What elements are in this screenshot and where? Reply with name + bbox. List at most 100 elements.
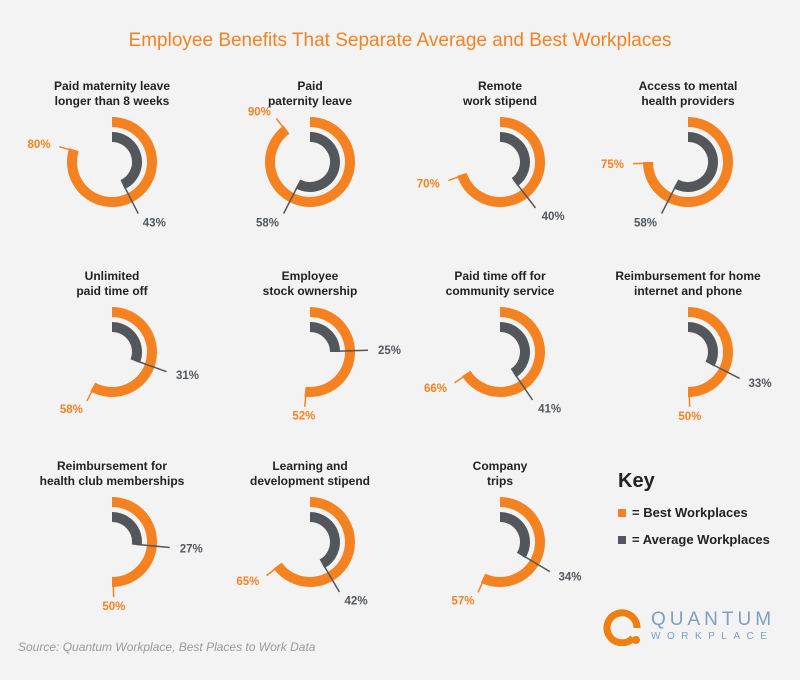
best-arc — [273, 497, 355, 587]
benefit-label: Company — [473, 459, 528, 473]
average-value-label: 25% — [378, 345, 401, 357]
gray-swatch — [618, 535, 626, 544]
average-value-label: 34% — [558, 572, 581, 584]
benefit-label: Reimbursement for home — [615, 269, 761, 283]
average-value-label: 40% — [542, 211, 565, 223]
best-value-label: 70% — [417, 179, 440, 191]
best-value-label: 80% — [28, 139, 51, 151]
average-arc — [111, 322, 142, 364]
average-arc — [673, 132, 718, 192]
average-leader-line — [660, 183, 678, 214]
benefit-label: internet and phone — [634, 284, 742, 298]
average-arc — [687, 322, 718, 367]
benefit-label: community service — [446, 284, 555, 298]
benefit-label: Paid time off for — [454, 269, 546, 283]
legend: Key = Best Workplaces = Average Workplac… — [618, 470, 770, 559]
best-value-label: 58% — [60, 404, 83, 416]
best-value-label: 75% — [601, 159, 624, 171]
average-value-label: 43% — [143, 218, 166, 230]
best-arc — [457, 117, 545, 207]
best-leader-line — [477, 578, 485, 593]
average-leader-line — [122, 183, 139, 215]
benefit-label: paternity leave — [268, 94, 352, 108]
benefit-label: health club memberships — [40, 474, 185, 488]
average-leader-line — [514, 181, 537, 209]
average-value-label: 31% — [176, 370, 199, 382]
best-value-label: 90% — [248, 106, 271, 118]
average-arc — [309, 322, 340, 353]
best-value-label: 65% — [236, 576, 259, 588]
average-arc — [499, 512, 530, 559]
best-arc — [687, 307, 733, 397]
average-value-label: 58% — [634, 218, 657, 230]
average-arc — [295, 132, 340, 192]
benefit-label: Remote — [478, 79, 522, 93]
best-leader-line — [86, 387, 95, 402]
benefit-label: Employee — [282, 269, 339, 283]
logo-text: QUANTUM — [651, 609, 776, 630]
benefit-label: health providers — [641, 94, 735, 108]
best-arc — [67, 117, 157, 207]
best-value-label: 57% — [451, 596, 474, 608]
benefit-label: Reimbursement for — [57, 459, 167, 473]
best-value-label: 66% — [424, 383, 447, 395]
best-leader-line — [454, 373, 468, 384]
best-leader-line — [303, 391, 307, 407]
average-value-label: 33% — [749, 378, 772, 390]
benefit-label: Access to mental — [639, 79, 738, 93]
orange-swatch — [618, 508, 626, 517]
legend-title: Key — [618, 470, 655, 492]
best-arc — [480, 497, 545, 587]
quantum-workplace-logo: QUANTUM WORKPLACE — [603, 606, 775, 646]
benefit-label: trips — [487, 474, 513, 488]
average-leader-line — [135, 359, 167, 373]
average-leader-line — [322, 563, 341, 593]
average-leader-line — [521, 554, 551, 573]
benefit-label: Learning and — [272, 459, 347, 473]
average-value-label: 58% — [256, 218, 279, 230]
average-arc — [499, 322, 530, 378]
legend-label: = Best Workplaces — [632, 505, 748, 520]
best-arc — [643, 117, 733, 207]
best-value-label: 52% — [292, 411, 315, 423]
best-arc — [265, 117, 355, 207]
benefit-label: work stipend — [462, 94, 537, 108]
best-value-label: 50% — [678, 411, 701, 423]
benefit-label: stock ownership — [263, 284, 358, 298]
logo-subtext: WORKPLACE — [651, 631, 774, 642]
average-leader-line — [709, 362, 740, 380]
benefit-label: development stipend — [250, 474, 370, 488]
chart-title: Employee Benefits That Separate Average … — [128, 30, 672, 51]
best-arc — [111, 497, 157, 587]
legend-label: = Average Workplaces — [632, 532, 770, 547]
benefit-label: Unlimited — [85, 269, 140, 283]
average-arc — [309, 512, 340, 569]
benefit-label: Paid maternity leave — [54, 79, 170, 93]
benefit-label: paid time off — [76, 284, 148, 298]
average-leader-line — [282, 183, 300, 214]
legend-item-average: = Average Workplaces — [618, 532, 770, 547]
average-leader-line — [136, 543, 170, 549]
best-arc — [90, 307, 157, 397]
benefit-label: longer than 8 weeks — [55, 94, 170, 108]
average-value-label: 27% — [180, 543, 203, 555]
average-leader-line — [334, 349, 368, 352]
best-arc — [462, 307, 545, 397]
legend-item-best: = Best Workplaces — [618, 505, 770, 520]
average-arc — [111, 512, 142, 546]
best-leader-line — [275, 118, 287, 131]
best-value-label: 50% — [102, 601, 125, 613]
best-leader-line — [266, 565, 279, 577]
logo-ring-icon — [603, 609, 641, 646]
average-value-label: 42% — [345, 596, 368, 608]
best-arc — [304, 307, 355, 397]
average-arc — [499, 132, 530, 187]
average-value-label: 41% — [538, 403, 561, 415]
best-leader-line — [447, 174, 463, 182]
average-leader-line — [513, 372, 534, 401]
benefit-label: Paid — [297, 79, 322, 93]
average-arc — [111, 132, 142, 190]
source-note: Source: Quantum Workplace, Best Places t… — [18, 640, 316, 654]
best-leader-line — [58, 145, 74, 152]
